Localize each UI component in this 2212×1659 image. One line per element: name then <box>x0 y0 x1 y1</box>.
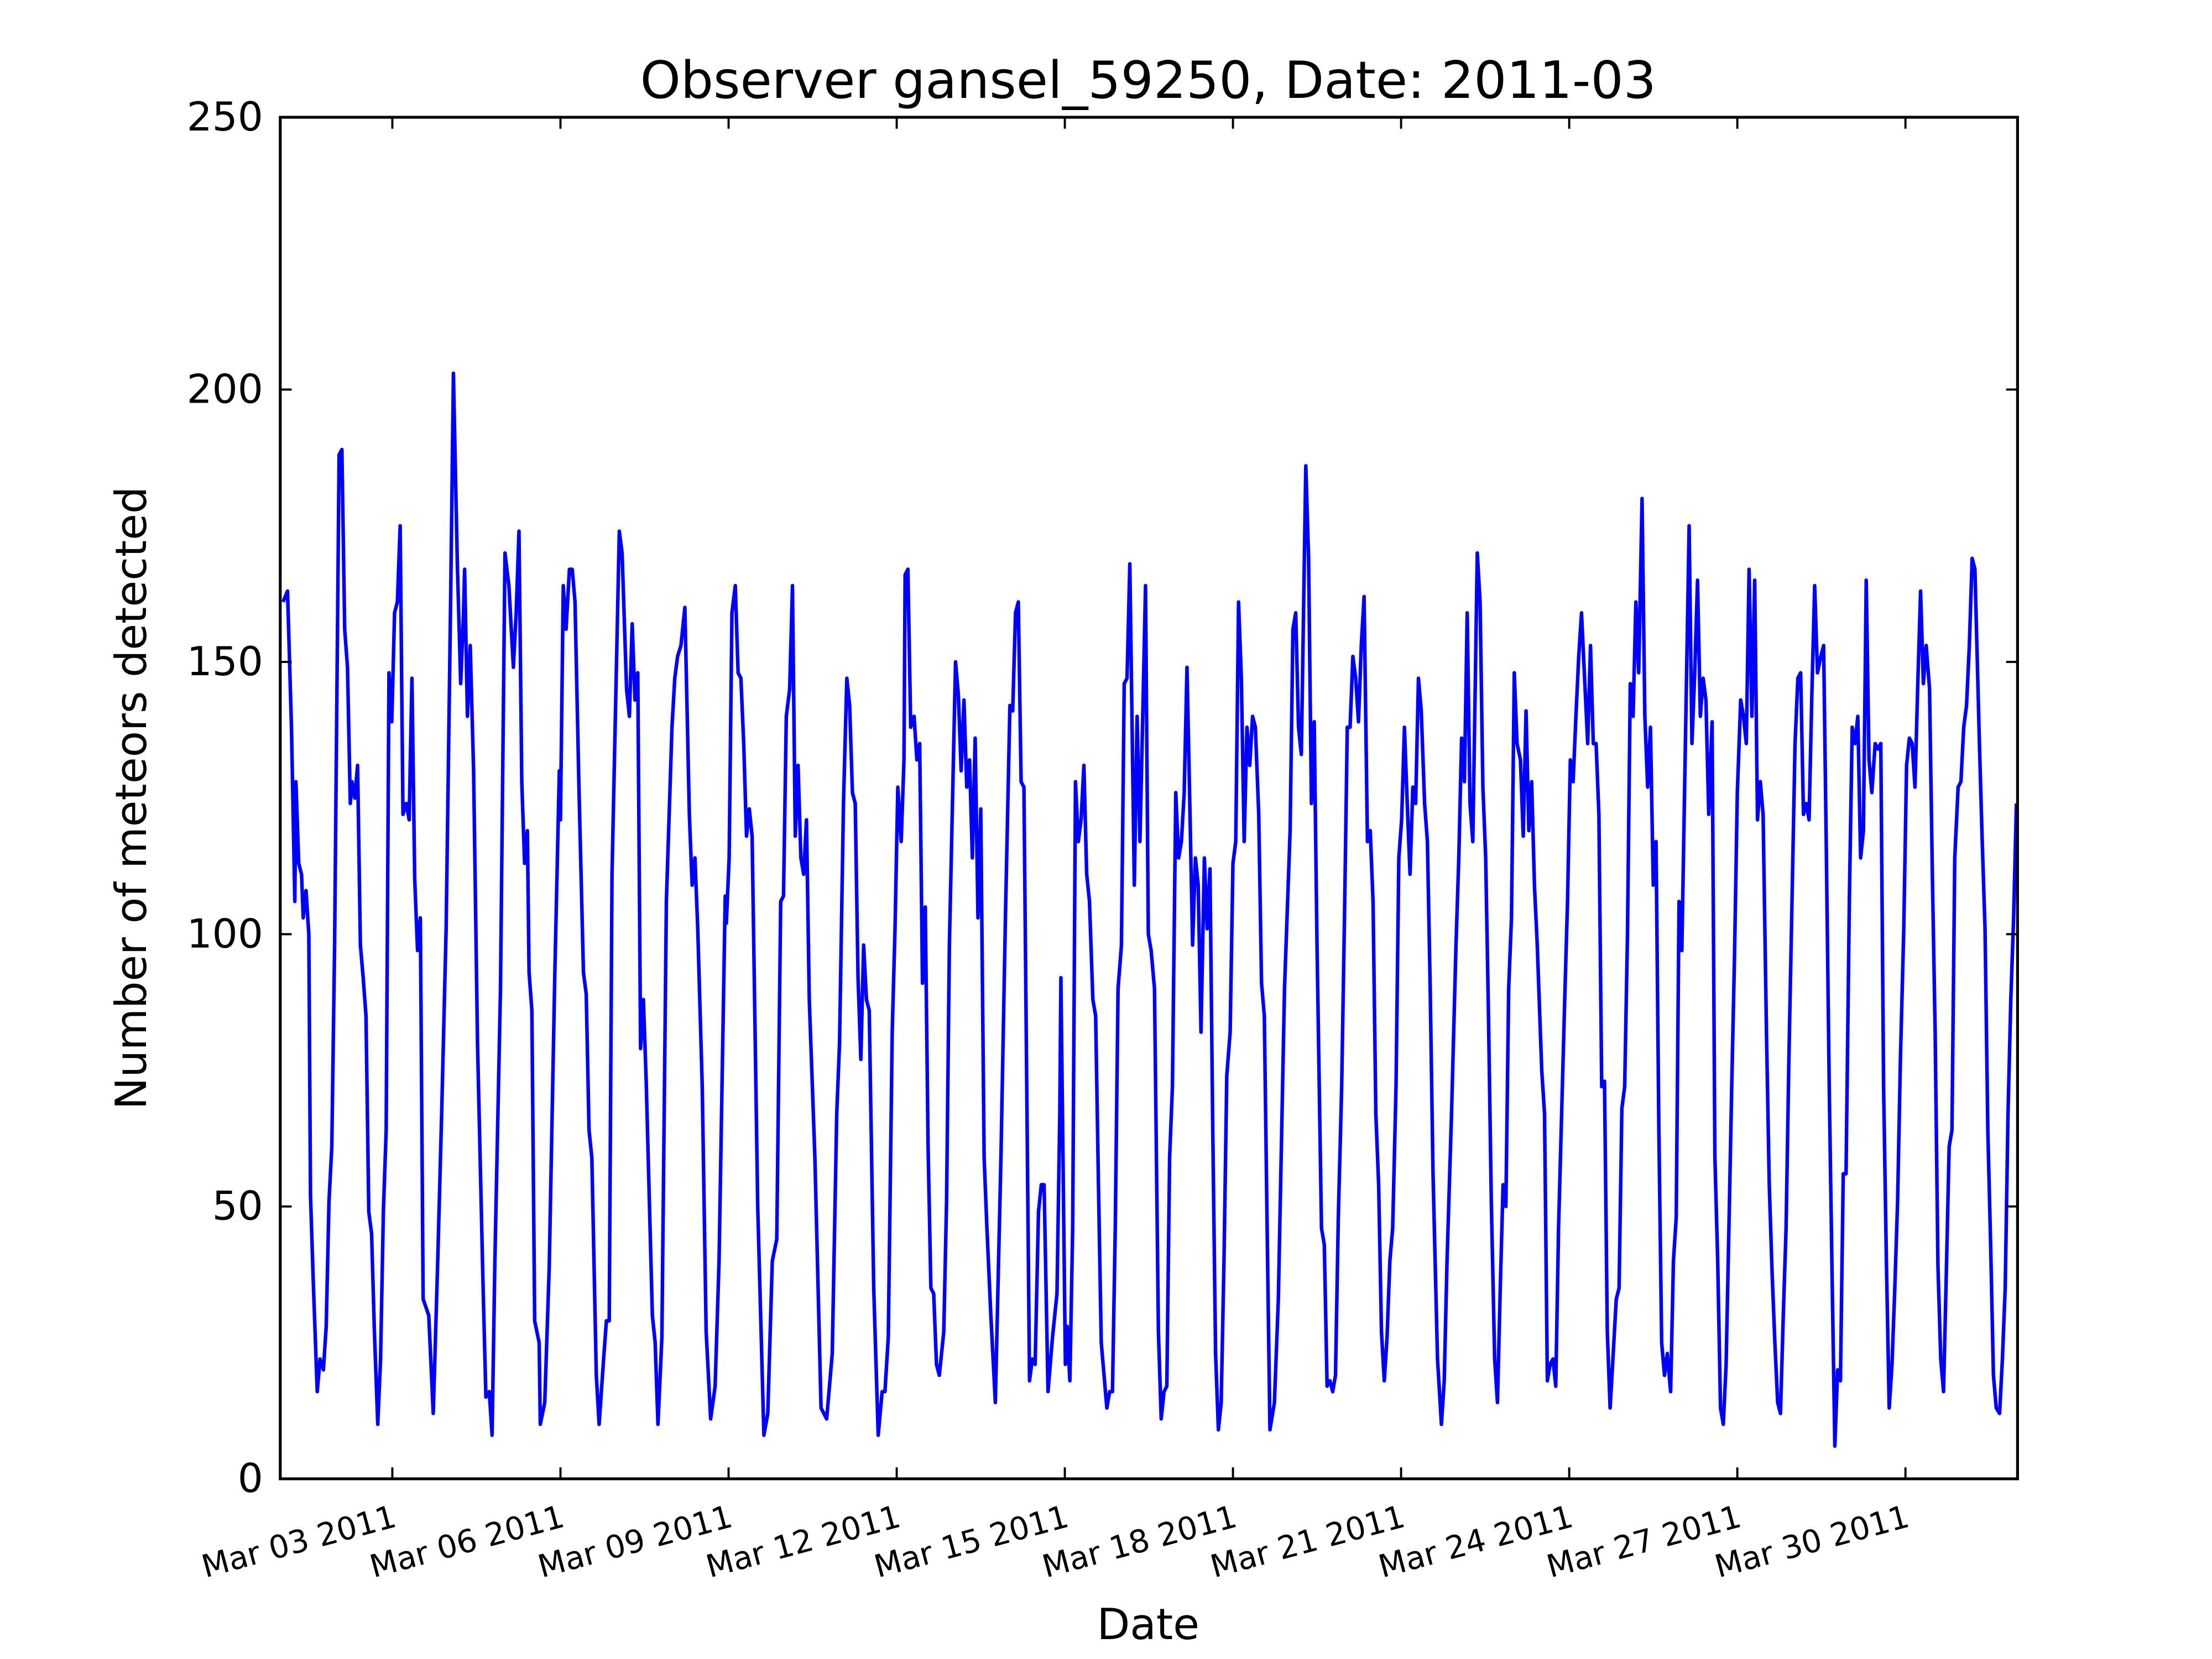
chart-title: Observer gansel_59250, Date: 2011-03 <box>640 50 1656 110</box>
y-tick-label: 100 <box>187 911 263 957</box>
plot-frame <box>279 116 2019 1480</box>
y-tick-label: 150 <box>187 639 263 685</box>
y-tick-label: 50 <box>212 1183 263 1230</box>
x-axis-label: Date <box>1097 1600 1199 1650</box>
y-tick-label: 200 <box>187 366 263 413</box>
y-tick-label: 0 <box>238 1455 263 1502</box>
y-axis-label: Number of meteors detected <box>107 487 156 1110</box>
y-tick-label: 250 <box>187 94 263 140</box>
data-line <box>281 371 2018 1448</box>
